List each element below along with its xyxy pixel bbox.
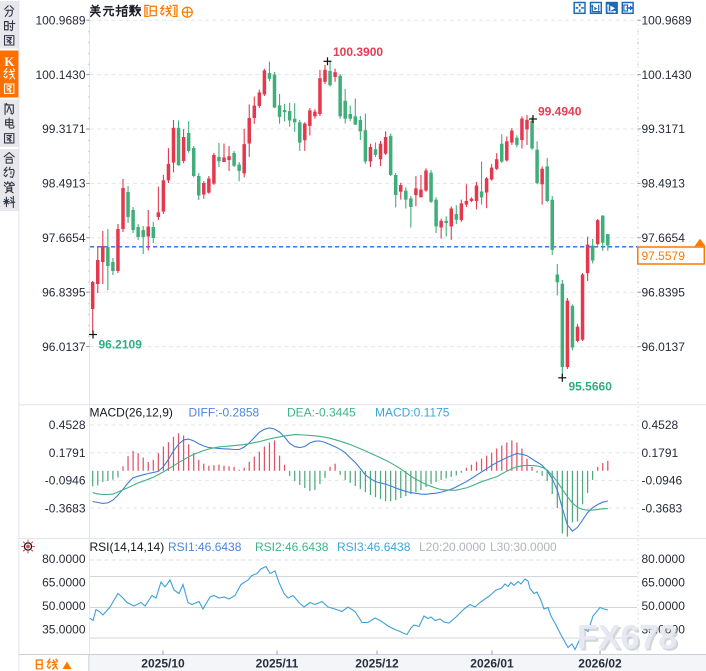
- svg-text:50.0000: 50.0000: [42, 599, 86, 613]
- svg-text:K: K: [4, 54, 15, 69]
- svg-text:97.5579: 97.5579: [642, 249, 686, 263]
- svg-text:99.3171: 99.3171: [42, 122, 86, 136]
- svg-text:RSI2:46.6438: RSI2:46.6438: [255, 540, 329, 554]
- svg-text:100.1430: 100.1430: [642, 68, 692, 82]
- svg-text:-0.3683: -0.3683: [45, 501, 86, 515]
- svg-text:98.4913: 98.4913: [42, 177, 86, 191]
- svg-text:2025/12: 2025/12: [355, 657, 399, 671]
- svg-text:-0.0946: -0.0946: [45, 474, 86, 488]
- svg-text:0.4528: 0.4528: [642, 418, 679, 432]
- svg-text:65.0000: 65.0000: [642, 576, 686, 590]
- svg-text:-0.3683: -0.3683: [642, 501, 683, 515]
- svg-text:-0.0946: -0.0946: [642, 474, 683, 488]
- svg-text:2025/11: 2025/11: [256, 657, 299, 671]
- svg-text:50.0000: 50.0000: [642, 599, 686, 613]
- svg-text:100.1430: 100.1430: [35, 68, 85, 82]
- svg-text:96.0137: 96.0137: [642, 340, 686, 354]
- svg-text:MACD(26,12,9): MACD(26,12,9): [90, 406, 173, 420]
- svg-text:35.0000: 35.0000: [642, 623, 686, 637]
- svg-text:99.3171: 99.3171: [642, 122, 686, 136]
- svg-text:80.0000: 80.0000: [42, 552, 86, 566]
- svg-text:0.4528: 0.4528: [49, 418, 86, 432]
- svg-text:DIFF:-0.2858: DIFF:-0.2858: [189, 406, 260, 420]
- svg-text:100.9689: 100.9689: [642, 13, 692, 27]
- svg-text:2026/01: 2026/01: [470, 657, 514, 671]
- svg-text:100.9689: 100.9689: [35, 13, 85, 27]
- svg-text:0.1791: 0.1791: [642, 446, 679, 460]
- svg-text:MACD:0.1175: MACD:0.1175: [375, 406, 450, 420]
- svg-text:FX678: FX678: [577, 619, 677, 657]
- svg-text:L20:20.0000: L20:20.0000: [419, 540, 486, 554]
- svg-text:FX678: FX678: [579, 621, 679, 659]
- svg-text:96.2109: 96.2109: [99, 338, 143, 352]
- svg-text:98.4913: 98.4913: [642, 177, 686, 191]
- svg-text:100.3900: 100.3900: [333, 45, 383, 59]
- svg-text:96.8395: 96.8395: [642, 285, 686, 299]
- svg-text:RSI1:46.6438: RSI1:46.6438: [168, 540, 242, 554]
- svg-text:0.1791: 0.1791: [49, 446, 86, 460]
- svg-text:80.0000: 80.0000: [642, 552, 686, 566]
- svg-text:DEA:-0.3445: DEA:-0.3445: [287, 406, 356, 420]
- svg-text:95.5660: 95.5660: [569, 380, 613, 394]
- svg-text:2026/02: 2026/02: [578, 657, 622, 671]
- svg-text:97.6654: 97.6654: [42, 231, 86, 245]
- svg-text:2025/10: 2025/10: [141, 657, 185, 671]
- svg-text:RSI3:46.6438: RSI3:46.6438: [337, 540, 411, 554]
- svg-text:97.6654: 97.6654: [642, 231, 686, 245]
- svg-text:65.0000: 65.0000: [42, 576, 86, 590]
- svg-text:96.0137: 96.0137: [42, 340, 86, 354]
- svg-text:96.8395: 96.8395: [42, 285, 86, 299]
- svg-text:99.4940: 99.4940: [538, 105, 582, 119]
- svg-text:RSI(14,14,14): RSI(14,14,14): [90, 540, 165, 554]
- svg-text:L30:30.0000: L30:30.0000: [490, 540, 557, 554]
- svg-text:35.0000: 35.0000: [42, 623, 86, 637]
